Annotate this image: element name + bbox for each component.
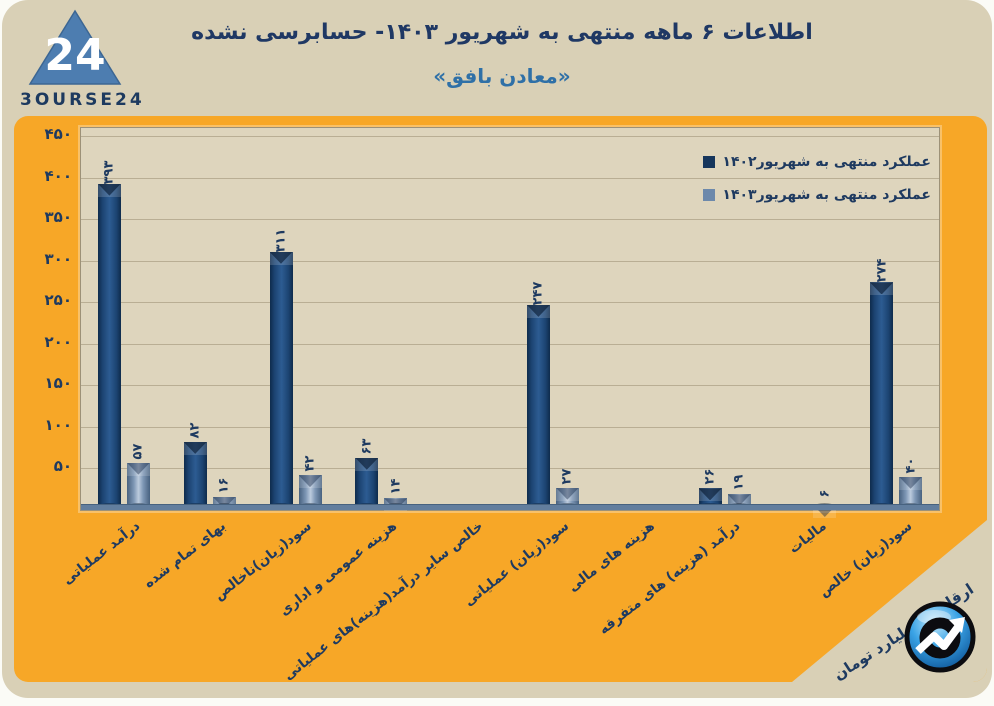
bar-value-label: ۲۴۷ — [530, 281, 546, 306]
legend-item: عملکرد منتهی به شهریور۱۴۰۳ — [703, 187, 931, 203]
x-category-label: بهای تمام شده — [140, 518, 229, 592]
y-tick-label: ۴۵۰ — [44, 125, 72, 144]
x-category-label: درآمد (هزینه) های متفرقه — [596, 518, 744, 638]
x-category-label: هزینه های مالی — [565, 518, 658, 596]
x-category-label: مالیات — [785, 518, 830, 557]
logo-brand-text: 3OURSE24 — [20, 90, 145, 110]
gridline — [81, 468, 939, 470]
bar-series1-cat10 — [870, 282, 894, 510]
x-category-label: سود(زیان) خالص — [815, 518, 915, 601]
bar-series1-cat1 — [97, 183, 121, 510]
gridline — [81, 426, 939, 428]
bar-value-label: ۱۶ — [216, 477, 232, 494]
bar-series2-cat10 — [899, 476, 923, 510]
gridline — [81, 136, 939, 138]
gridline — [81, 219, 939, 221]
legend-label: عملکرد منتهی به شهریور۱۴۰۳ — [722, 187, 931, 203]
bar-value-label: ۲۶ — [702, 468, 718, 485]
bar-series1-cat2 — [183, 441, 207, 510]
legend-label: عملکرد منتهی به شهریور۱۴۰۲ — [722, 154, 931, 170]
gridline — [81, 343, 939, 345]
bar-value-label: ۵۷ — [130, 443, 146, 460]
x-category-label: درآمد عملیاتی — [59, 518, 143, 589]
chart-panel: ۳۹۳ ۸۲ ۳۱۱ ۶۳ ۲۴۷ ۲۶ ۲۷۴ ۵۷ ۱۶ ۴۲ ۱۴ ۲۷ ۱۹ ۶ ۴۰ عملکرد… — [14, 116, 987, 682]
y-tick-label: ۳۵۰ — [44, 208, 72, 227]
legend-item: عملکرد منتهی به شهریور۱۴۰۲ — [703, 154, 931, 170]
bar-value-label: ۱۴ — [388, 478, 404, 495]
header-titles: اطلاعات ۶ ماهه منتهی به شهریور ۱۴۰۳- حسا… — [132, 18, 872, 88]
y-tick-label: ۵۰ — [53, 457, 72, 476]
bar-series1-cat3 — [269, 251, 293, 510]
bar-series1-cat6 — [526, 304, 550, 510]
y-tick-label: ۲۰۰ — [44, 332, 72, 351]
y-tick-label: ۴۰۰ — [44, 166, 72, 185]
plot-area: ۳۹۳ ۸۲ ۳۱۱ ۶۳ ۲۴۷ ۲۶ ۲۷۴ ۵۷ ۱۶ ۴۲ ۱۴ ۲۷ ۱۹ ۶ ۴۰ عملکرد… — [80, 127, 940, 519]
bar-value-label: ۶ — [817, 489, 833, 498]
bar-series1-cat4 — [355, 457, 379, 510]
chart-title: اطلاعات ۶ ماهه منتهی به شهریور ۱۴۰۳- حسا… — [191, 20, 813, 45]
bar-value-label: ۳۱۱ — [273, 228, 289, 253]
chart-subtitle: «معادن بافق» — [433, 63, 571, 88]
logo-triangle-icon: 24 — [28, 9, 122, 85]
gridline — [81, 302, 939, 304]
bar-value-label: ۶۳ — [359, 438, 375, 455]
gridline — [81, 260, 939, 262]
bar-value-label: ۴۲ — [302, 455, 318, 472]
x-axis-line — [81, 504, 939, 510]
bar-value-label: ۲۷۴ — [874, 259, 890, 283]
y-tick-label: ۳۰۰ — [44, 249, 72, 268]
bar-value-label: ۳۹۳ — [101, 160, 117, 185]
bar-value-label: ۴۰ — [903, 457, 919, 474]
gridline — [81, 385, 939, 387]
y-tick-label: ۱۰۰ — [44, 415, 72, 434]
bar-series2-cat1 — [126, 462, 150, 510]
y-tick-label: ۲۵۰ — [44, 291, 72, 310]
legend: عملکرد منتهی به شهریور۱۴۰۲ عملکرد منتهی ب… — [703, 154, 931, 203]
legend-swatch — [703, 156, 716, 168]
bar-value-label: ۸۲ — [187, 422, 203, 439]
svg-text:24: 24 — [44, 30, 105, 81]
y-tick-label: ۱۵۰ — [44, 374, 72, 393]
legend-swatch — [703, 189, 716, 201]
bar-value-label: ۱۹ — [731, 474, 747, 491]
trend-badge-icon — [903, 600, 977, 674]
gridline — [81, 177, 939, 179]
bourse24-logo: 24 3OURSE24 — [20, 8, 145, 110]
bar-value-label: ۲۷ — [559, 468, 575, 485]
